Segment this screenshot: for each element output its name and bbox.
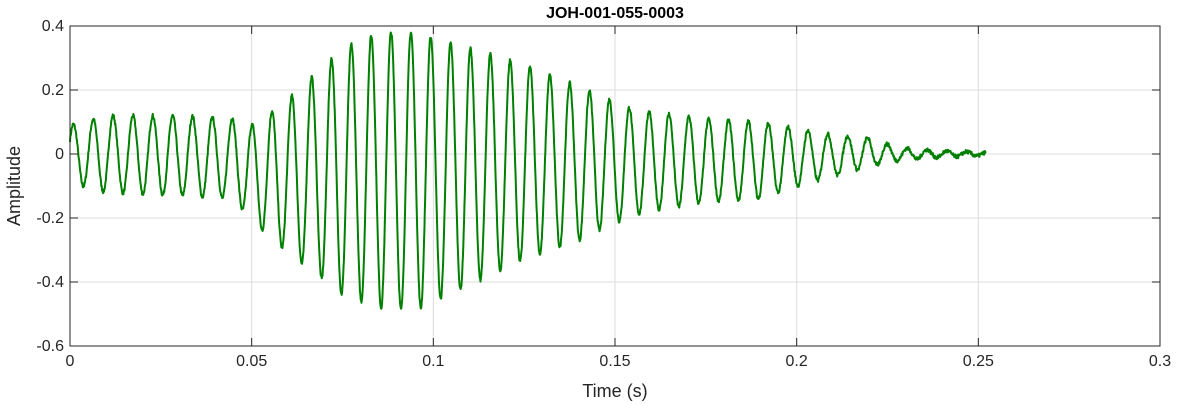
x-tick-label: 0.2	[786, 353, 808, 370]
x-axis-label: Time (s)	[582, 381, 647, 401]
y-axis-ticks: -0.6 -0.4 -0.2 0 0.2 0.4	[36, 18, 1160, 355]
chart-title: JOH-001-055-0003	[546, 5, 684, 22]
x-tick-label: 0.15	[599, 353, 630, 370]
x-tick-label: 0.1	[422, 353, 444, 370]
y-tick-label: -0.6	[36, 338, 64, 355]
x-tick-label: 0.05	[236, 353, 267, 370]
y-tick-label: -0.4	[36, 274, 64, 291]
y-axis-label: Amplitude	[4, 146, 24, 226]
series-group	[69, 31, 987, 310]
series-line	[69, 31, 987, 310]
y-tick-label: 0.2	[42, 82, 64, 99]
y-tick-label: 0.4	[42, 18, 64, 35]
x-tick-label: 0.25	[963, 353, 994, 370]
x-axis-ticks: 0 0.05 0.1 0.15 0.2 0.25 0.3	[66, 26, 1171, 370]
x-tick-label: 0	[66, 353, 75, 370]
x-tick-label: 0.3	[1149, 353, 1171, 370]
y-tick-label: 0	[55, 146, 64, 163]
y-tick-label: -0.2	[36, 210, 64, 227]
